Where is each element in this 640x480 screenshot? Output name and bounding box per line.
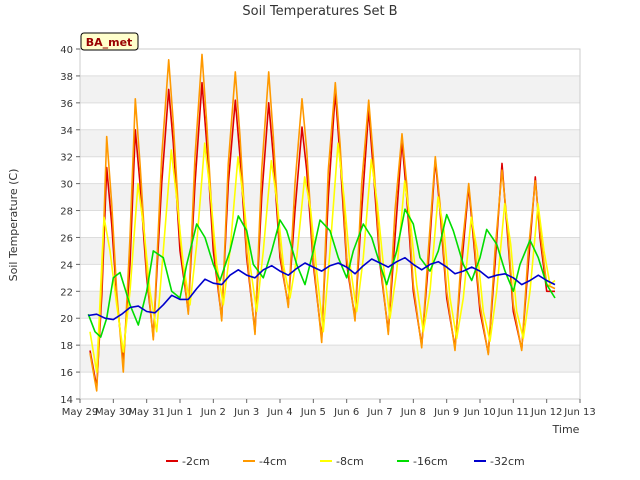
x-tick-label: Jun 5 bbox=[300, 407, 326, 418]
x-tick-label: Jun 13 bbox=[563, 407, 596, 418]
y-tick-label: 38 bbox=[60, 72, 73, 83]
x-tick-label: May 31 bbox=[128, 407, 165, 418]
annotation-box bbox=[80, 32, 139, 51]
legend-label: -32cm bbox=[490, 455, 525, 468]
x-tick-label: Jun 8 bbox=[400, 407, 426, 418]
y-tick-label: 24 bbox=[60, 260, 73, 271]
legend-label: -4cm bbox=[259, 455, 287, 468]
x-axis-label: Time bbox=[552, 423, 580, 436]
x-tick-label: Jun 9 bbox=[433, 407, 459, 418]
series-line-4cm bbox=[89, 53, 556, 392]
x-tick-label: May 29 bbox=[62, 407, 99, 418]
series-line-32cm bbox=[88, 256, 556, 321]
y-tick-label: 14 bbox=[60, 395, 73, 406]
y-tick-label: 36 bbox=[60, 99, 73, 110]
x-tick-label: Jun 11 bbox=[497, 407, 530, 418]
x-tick-label: Jun 7 bbox=[366, 407, 392, 418]
x-tick-label: Jun 2 bbox=[200, 407, 226, 418]
y-tick-label: 18 bbox=[60, 341, 73, 352]
legend-label: -8cm bbox=[336, 455, 364, 468]
legend-label: -2cm bbox=[182, 455, 210, 468]
y-tick-label: 26 bbox=[60, 233, 73, 244]
y-tick-label: 40 bbox=[60, 45, 73, 56]
x-tick-label: Jun 3 bbox=[233, 407, 259, 418]
y-axis-label: Soil Temperature (C) bbox=[7, 169, 20, 282]
y-tick-label: 28 bbox=[60, 207, 73, 218]
station-annotation: BA_met bbox=[80, 32, 139, 51]
series-lines bbox=[87, 53, 556, 392]
grid-band bbox=[80, 345, 580, 373]
y-tick-label: 22 bbox=[60, 287, 73, 298]
plot-background bbox=[80, 75, 580, 373]
x-tick-label: Jun 4 bbox=[266, 407, 292, 418]
y-tick-label: 30 bbox=[60, 180, 73, 191]
x-tick-label: Jun 1 bbox=[166, 407, 192, 418]
y-tick-label: 32 bbox=[60, 153, 73, 164]
y-tick-label: 16 bbox=[60, 368, 73, 379]
y-tick-label: 20 bbox=[60, 314, 73, 325]
grid-band bbox=[80, 183, 580, 211]
legend: -2cm -4cm -8cm -16cm -32cm bbox=[166, 455, 525, 468]
x-tick-label: Jun 6 bbox=[333, 407, 359, 418]
x-tick-label: May 30 bbox=[95, 407, 132, 418]
plot-frame bbox=[79, 48, 581, 400]
annotation-text: BA_met bbox=[86, 36, 133, 49]
y-tick-label: 34 bbox=[60, 126, 73, 137]
axes bbox=[79, 48, 581, 400]
y-axis-ticks: 14 16 18 20 22 24 26 28 30 32 34 36 38 40 bbox=[60, 45, 80, 406]
grid-band bbox=[80, 75, 580, 103]
x-tick-label: Jun 12 bbox=[530, 407, 563, 418]
x-tick-label: Jun 10 bbox=[463, 407, 496, 418]
chart-title: Soil Temperatures Set B bbox=[242, 4, 397, 19]
legend-label: -16cm bbox=[413, 455, 448, 468]
